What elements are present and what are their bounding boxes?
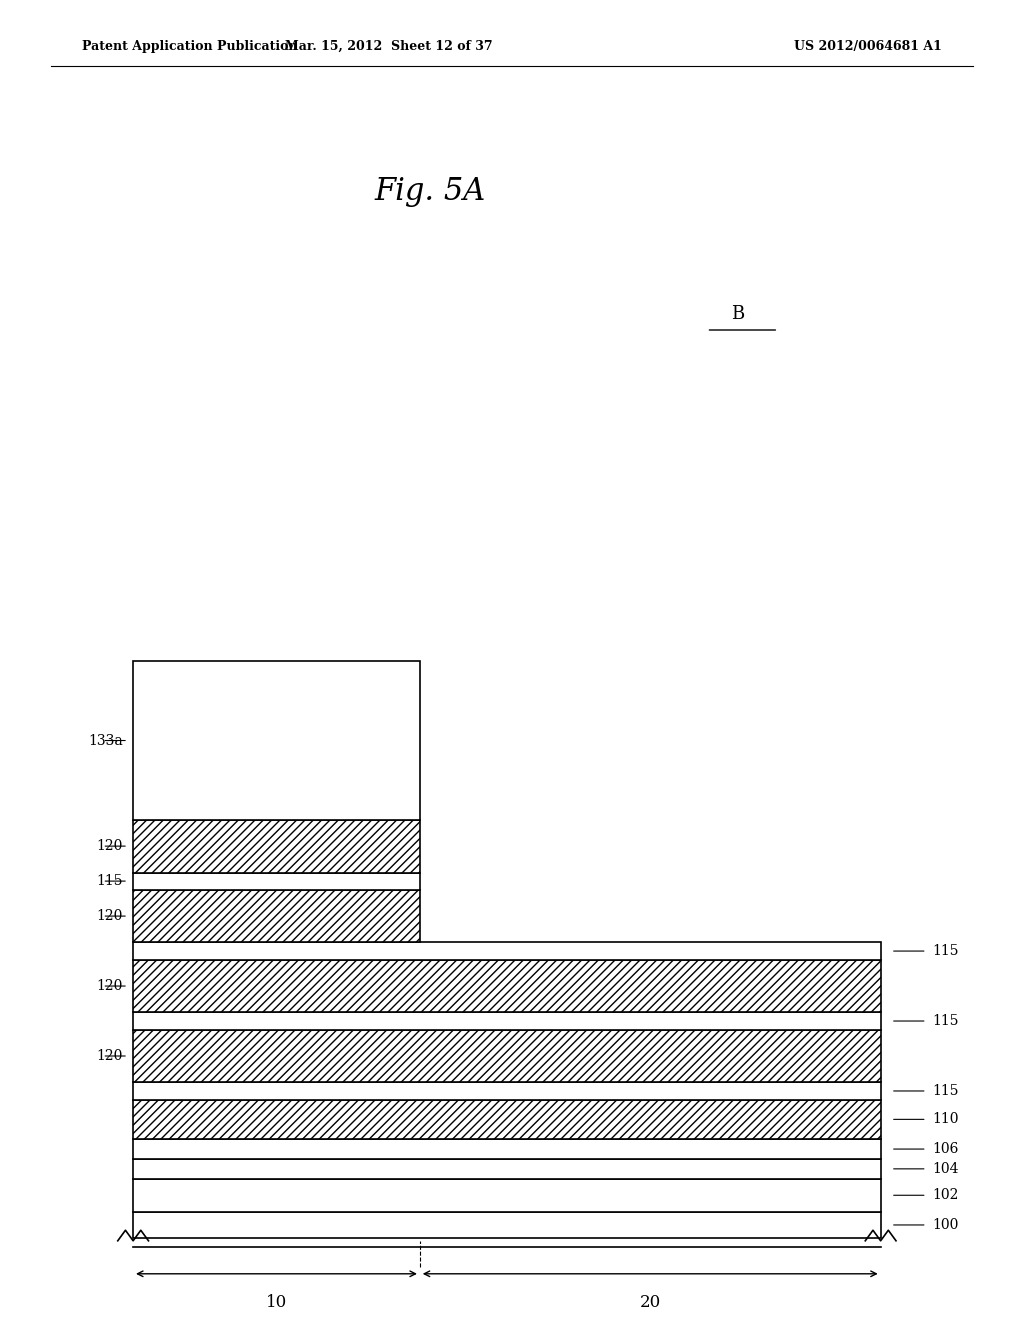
FancyBboxPatch shape bbox=[133, 1030, 881, 1082]
FancyBboxPatch shape bbox=[133, 1082, 881, 1100]
FancyBboxPatch shape bbox=[133, 960, 881, 1012]
FancyBboxPatch shape bbox=[133, 661, 420, 820]
Text: 120: 120 bbox=[96, 979, 123, 993]
Text: B: B bbox=[731, 305, 743, 323]
FancyBboxPatch shape bbox=[133, 1179, 881, 1212]
Text: 120: 120 bbox=[96, 909, 123, 923]
Text: 133a: 133a bbox=[88, 734, 123, 747]
FancyBboxPatch shape bbox=[133, 1159, 881, 1179]
FancyBboxPatch shape bbox=[133, 1012, 881, 1030]
Text: Fig. 5A: Fig. 5A bbox=[375, 176, 485, 207]
FancyBboxPatch shape bbox=[133, 820, 420, 873]
Text: 115: 115 bbox=[932, 944, 958, 958]
FancyBboxPatch shape bbox=[133, 942, 881, 960]
FancyBboxPatch shape bbox=[133, 1139, 881, 1159]
Text: 10: 10 bbox=[266, 1294, 287, 1311]
FancyBboxPatch shape bbox=[133, 873, 420, 890]
Text: 110: 110 bbox=[932, 1113, 958, 1126]
Text: 20: 20 bbox=[640, 1294, 660, 1311]
Text: US 2012/0064681 A1: US 2012/0064681 A1 bbox=[795, 40, 942, 53]
Text: 104: 104 bbox=[932, 1162, 958, 1176]
Text: 115: 115 bbox=[932, 1014, 958, 1028]
FancyBboxPatch shape bbox=[133, 1212, 881, 1238]
Text: Patent Application Publication: Patent Application Publication bbox=[82, 40, 297, 53]
Text: 115: 115 bbox=[932, 1084, 958, 1098]
Text: 102: 102 bbox=[932, 1188, 958, 1203]
Text: Mar. 15, 2012  Sheet 12 of 37: Mar. 15, 2012 Sheet 12 of 37 bbox=[286, 40, 493, 53]
Text: 115: 115 bbox=[96, 874, 123, 888]
FancyBboxPatch shape bbox=[133, 1100, 881, 1139]
Text: 100: 100 bbox=[932, 1218, 958, 1232]
Text: 120: 120 bbox=[96, 840, 123, 853]
FancyBboxPatch shape bbox=[133, 890, 420, 942]
Text: 120: 120 bbox=[96, 1049, 123, 1063]
Text: 106: 106 bbox=[932, 1142, 958, 1156]
